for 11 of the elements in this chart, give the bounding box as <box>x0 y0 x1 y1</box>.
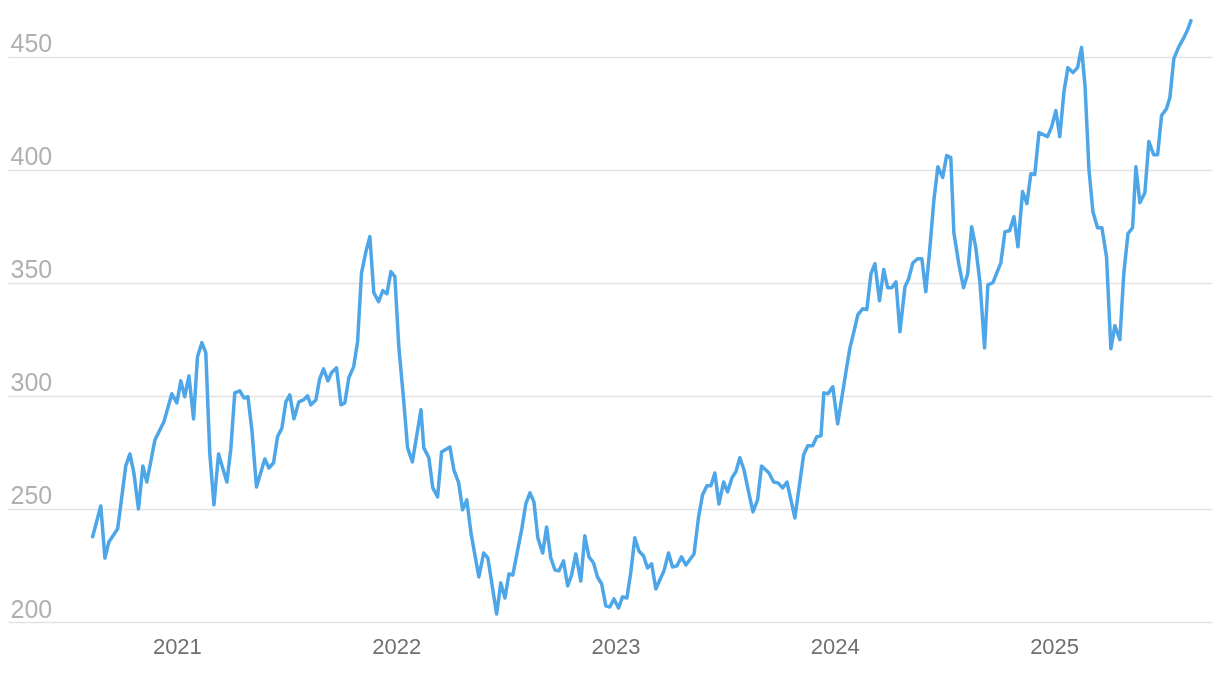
y-tick-label: 300 <box>10 368 53 397</box>
y-tick-label: 350 <box>10 255 53 284</box>
x-tick-label: 2024 <box>810 633 860 659</box>
y-tick-label: 400 <box>10 142 53 171</box>
y-tick-label: 200 <box>10 594 53 623</box>
y-tick-label: 250 <box>10 481 53 510</box>
x-tick-label: 2022 <box>372 633 422 659</box>
x-tick-label: 2023 <box>591 633 641 659</box>
x-tick-label: 2025 <box>1030 633 1080 659</box>
x-tick-label: 2021 <box>152 633 202 659</box>
y-tick-label: 450 <box>10 29 53 58</box>
